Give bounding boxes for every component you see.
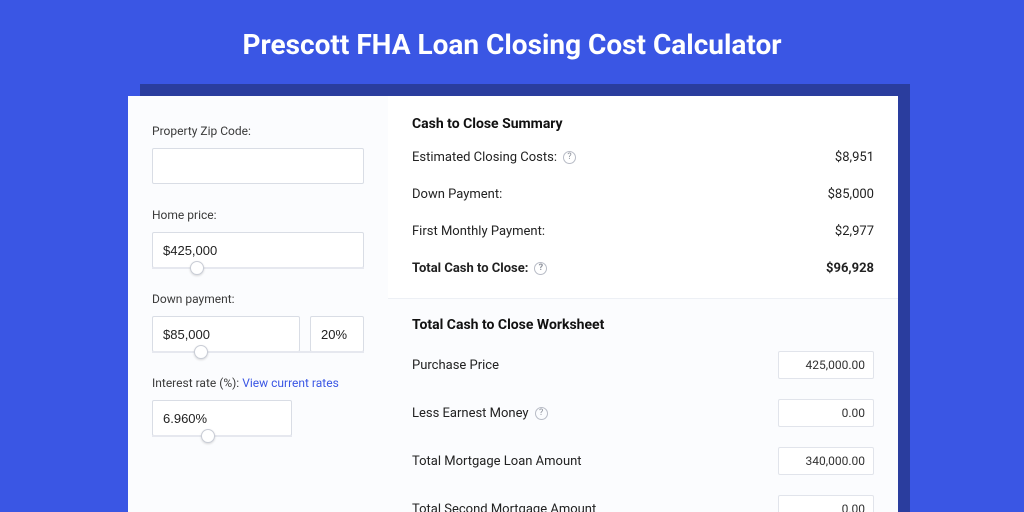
worksheet-rows: Purchase Price 425,000.00 Less Earnest Mon… xyxy=(412,351,874,512)
worksheet-value[interactable]: 425,000.00 xyxy=(778,351,874,379)
worksheet-heading: Total Cash to Close Worksheet xyxy=(412,317,874,333)
worksheet-label: Total Mortgage Loan Amount xyxy=(412,454,582,469)
help-icon[interactable]: ? xyxy=(535,407,548,420)
worksheet-value[interactable]: 0.00 xyxy=(778,495,874,512)
summary-row: Estimated Closing Costs:? $8,951 xyxy=(412,150,874,165)
worksheet-label: Purchase Price xyxy=(412,358,499,373)
down-payment-field-group: Down payment: xyxy=(152,292,364,352)
worksheet-label: Total Second Mortgage Amount xyxy=(412,502,596,512)
worksheet-value[interactable]: 0.00 xyxy=(778,399,874,427)
down-payment-row xyxy=(152,316,364,352)
interest-input[interactable] xyxy=(152,400,292,436)
summary-row: Total Cash to Close:? $96,928 xyxy=(412,261,874,276)
summary-label-wrap: Total Cash to Close:? xyxy=(412,261,547,276)
worksheet-row: Total Second Mortgage Amount 0.00 xyxy=(412,495,874,512)
worksheet-row: Less Earnest Money? 0.00 xyxy=(412,399,874,427)
summary-label: Total Cash to Close: xyxy=(412,261,528,276)
worksheet-value[interactable]: 340,000.00 xyxy=(778,447,874,475)
help-icon[interactable]: ? xyxy=(563,151,576,164)
worksheet-section: Total Cash to Close Worksheet Purchase P… xyxy=(388,299,898,512)
summary-label-wrap: Down Payment: xyxy=(412,187,502,202)
down-payment-pct-input[interactable] xyxy=(310,316,364,352)
summary-value: $2,977 xyxy=(835,224,874,239)
worksheet-row: Total Mortgage Loan Amount 340,000.00 xyxy=(412,447,874,475)
summary-heading: Cash to Close Summary xyxy=(412,116,874,132)
home-price-label: Home price: xyxy=(152,208,364,222)
interest-label-text: Interest rate (%): xyxy=(152,376,239,390)
summary-panel: Cash to Close Summary Estimated Closing … xyxy=(388,96,898,512)
summary-label-wrap: First Monthly Payment: xyxy=(412,224,545,239)
down-payment-input[interactable] xyxy=(152,316,300,352)
summary-row: Down Payment: $85,000 xyxy=(412,187,874,202)
slider-track xyxy=(152,435,292,437)
worksheet-label: Less Earnest Money xyxy=(412,406,529,421)
interest-label: Interest rate (%): View current rates xyxy=(152,376,364,390)
worksheet-row: Purchase Price 425,000.00 xyxy=(412,351,874,379)
summary-label: Estimated Closing Costs: xyxy=(412,150,557,165)
interest-field-group: Interest rate (%): View current rates xyxy=(152,376,364,436)
summary-value: $96,928 xyxy=(826,261,874,276)
slider-track xyxy=(152,267,364,269)
summary-label: Down Payment: xyxy=(412,187,502,202)
summary-row: First Monthly Payment: $2,977 xyxy=(412,224,874,239)
slider-thumb[interactable] xyxy=(194,345,208,359)
zip-input[interactable] xyxy=(152,148,364,184)
summary-value: $8,951 xyxy=(835,150,874,165)
worksheet-label-wrap: Total Mortgage Loan Amount xyxy=(412,454,582,469)
calculator-card: Property Zip Code: Home price: Down paym… xyxy=(128,96,898,512)
inputs-panel: Property Zip Code: Home price: Down paym… xyxy=(128,96,388,512)
down-payment-label: Down payment: xyxy=(152,292,364,306)
slider-thumb[interactable] xyxy=(190,261,204,275)
zip-label: Property Zip Code: xyxy=(152,124,364,138)
worksheet-label-wrap: Purchase Price xyxy=(412,358,499,373)
page-title: Prescott FHA Loan Closing Cost Calculato… xyxy=(0,0,1024,61)
summary-value: $85,000 xyxy=(828,187,874,202)
summary-label-wrap: Estimated Closing Costs:? xyxy=(412,150,576,165)
home-price-field-group: Home price: xyxy=(152,208,364,268)
worksheet-label-wrap: Total Second Mortgage Amount xyxy=(412,502,596,512)
summary-label: First Monthly Payment: xyxy=(412,224,545,239)
view-rates-link[interactable]: View current rates xyxy=(242,376,339,390)
page-background: Prescott FHA Loan Closing Cost Calculato… xyxy=(0,0,1024,512)
home-price-input[interactable] xyxy=(152,232,364,268)
summary-rows: Estimated Closing Costs:? $8,951 Down Paym… xyxy=(412,150,874,276)
slider-track xyxy=(152,351,364,353)
help-icon[interactable]: ? xyxy=(534,262,547,275)
slider-thumb[interactable] xyxy=(201,429,215,443)
zip-field-group: Property Zip Code: xyxy=(152,124,364,184)
worksheet-label-wrap: Less Earnest Money? xyxy=(412,406,548,421)
